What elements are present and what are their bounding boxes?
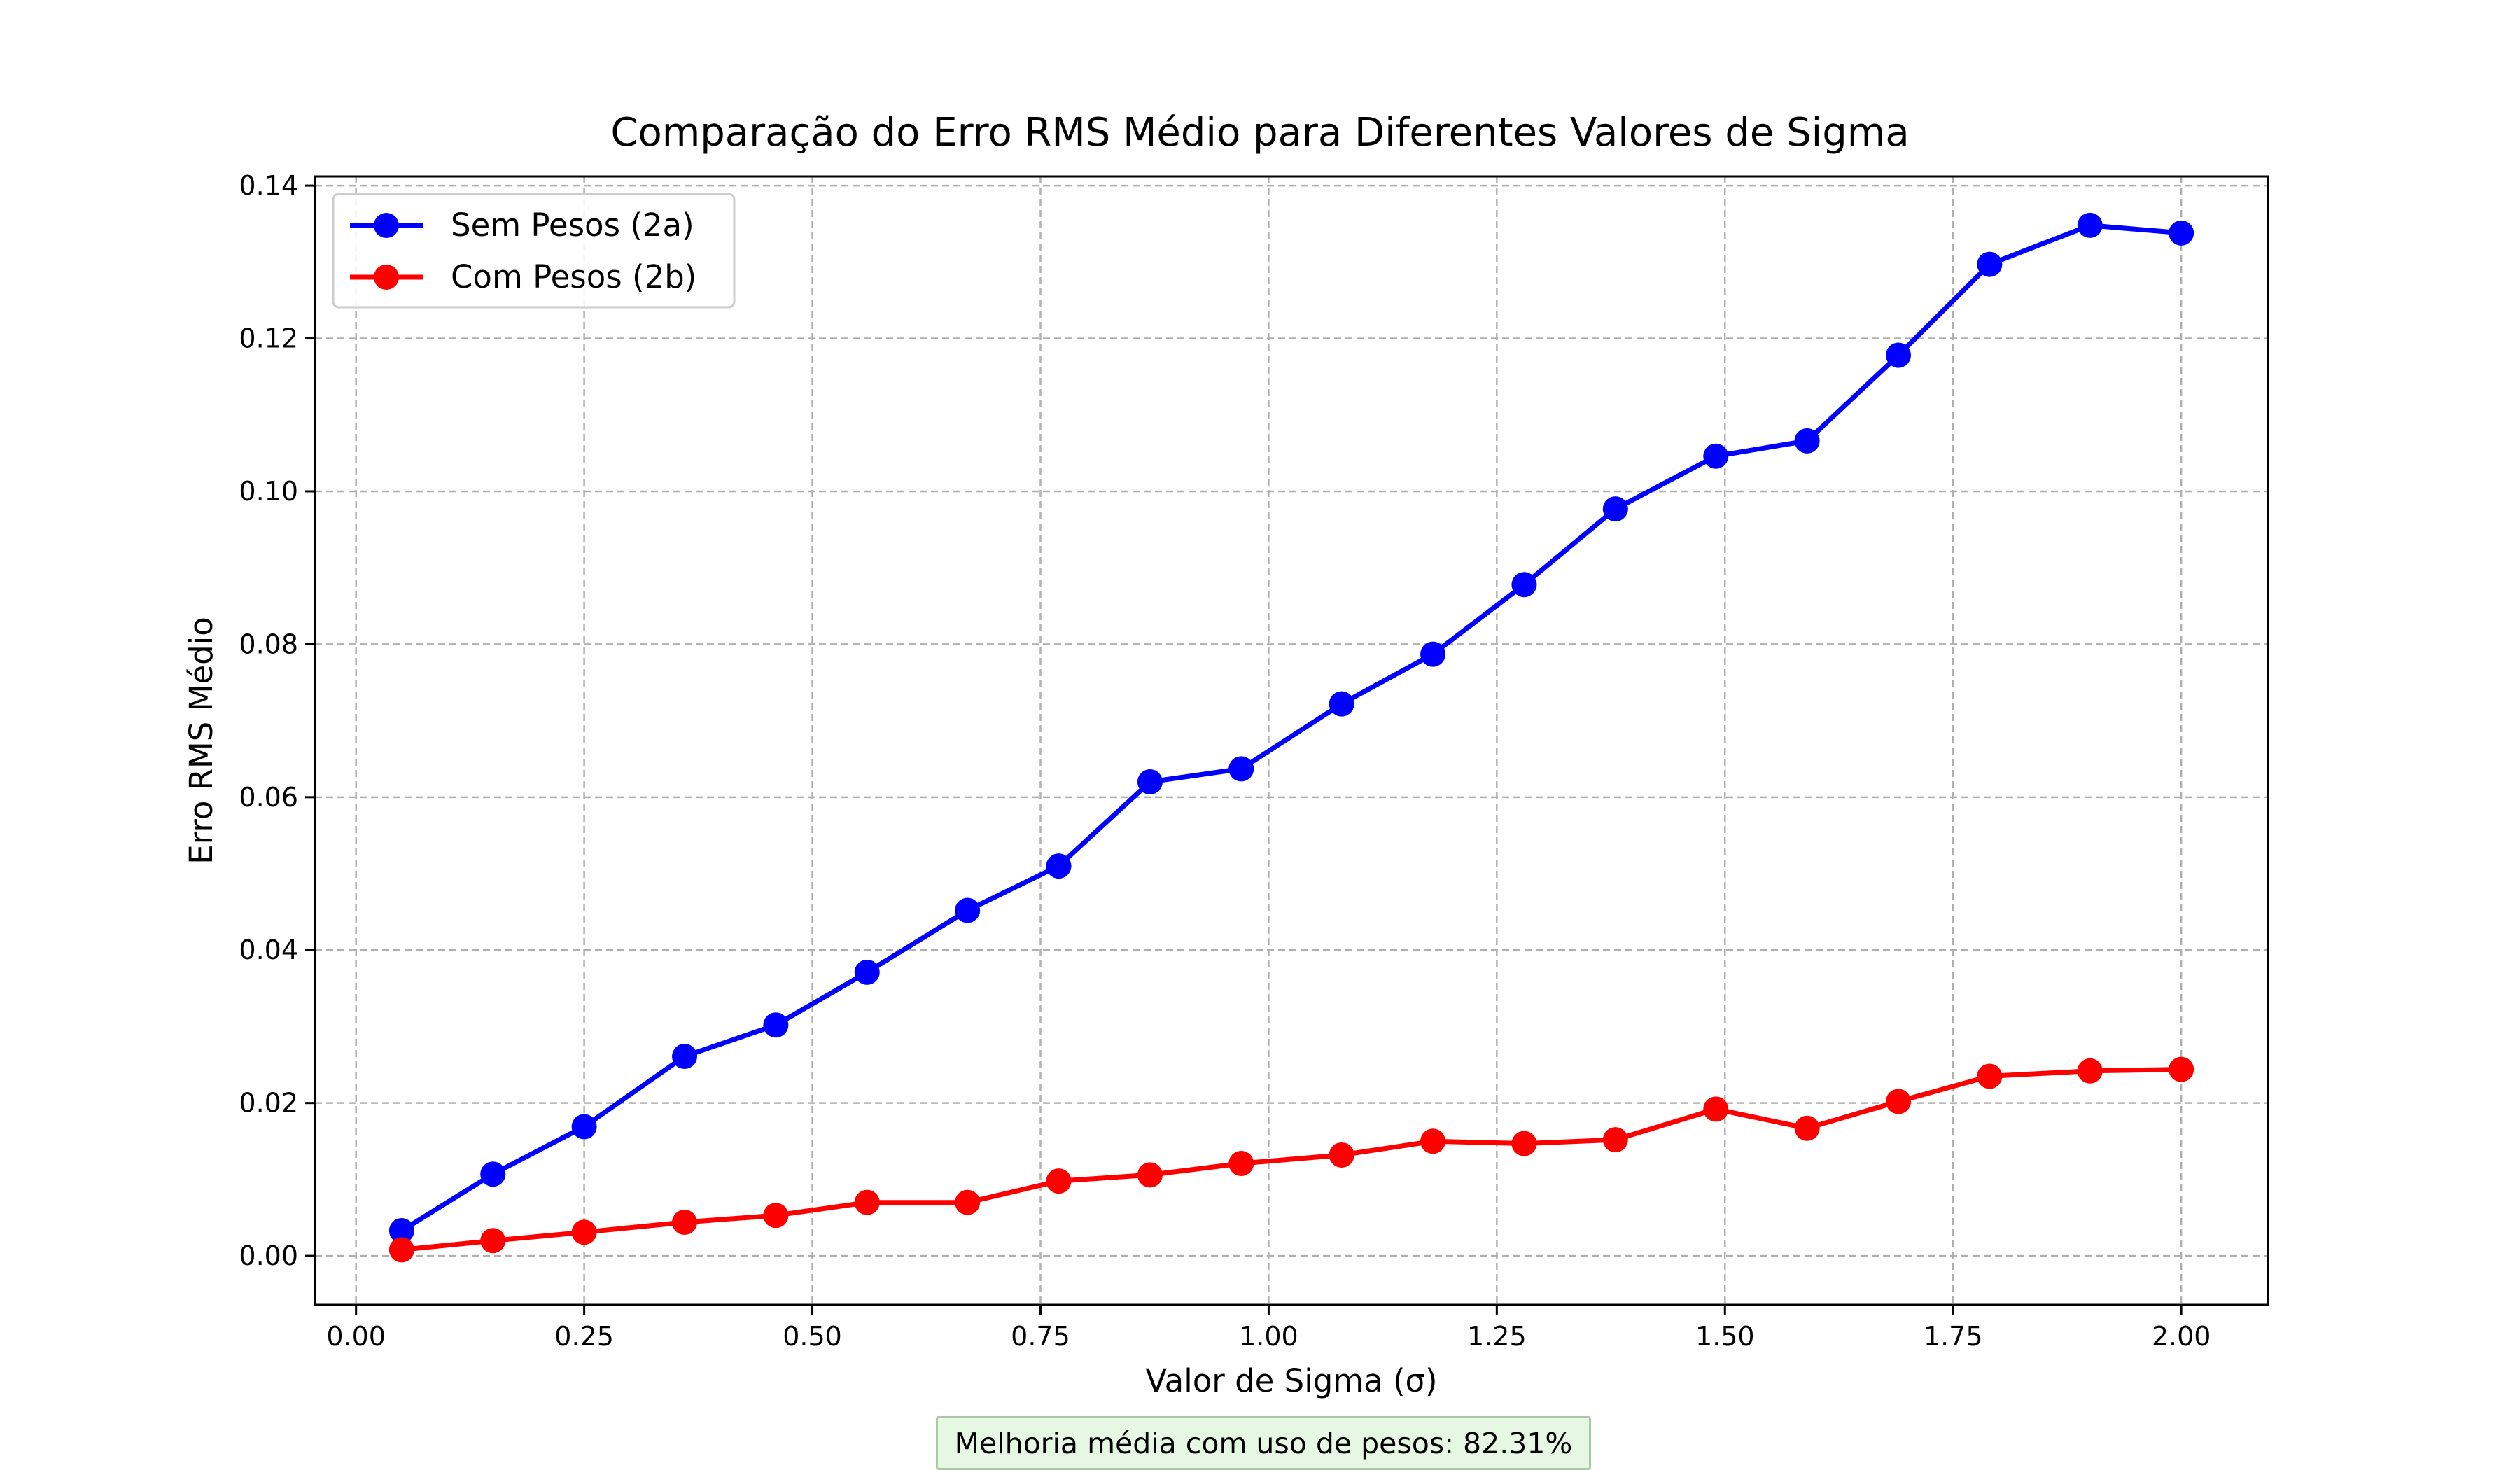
data-point (1885, 342, 1911, 368)
legend-label: Sem Pesos (2a) (451, 206, 694, 244)
data-point (1329, 691, 1354, 717)
x-tick-label: 2.00 (2152, 1321, 2211, 1352)
grid-lines (315, 176, 2268, 1305)
legend-marker (374, 265, 399, 290)
data-point (388, 1237, 414, 1263)
y-axis-label: Erro RMS Médio (183, 617, 220, 864)
data-point (571, 1219, 597, 1245)
data-point (2077, 212, 2103, 238)
series-line (400, 223, 2182, 1233)
data-point (1046, 853, 1072, 879)
data-point (1046, 1168, 1072, 1194)
data-series (388, 212, 2194, 1263)
data-point (854, 1189, 880, 1215)
chart-title: Comparação do Erro RMS Médio para Difere… (610, 110, 1909, 155)
data-point (2169, 1056, 2194, 1082)
data-point (1794, 428, 1820, 454)
y-tick-label: 0.10 (239, 476, 298, 507)
data-point (2169, 220, 2194, 246)
data-point (1602, 496, 1628, 522)
data-point (672, 1210, 698, 1236)
data-point (1977, 1063, 2003, 1089)
data-point (388, 1218, 414, 1244)
x-tick-label: 1.00 (1239, 1321, 1298, 1352)
x-tick-label: 0.00 (326, 1321, 386, 1352)
legend-marker (374, 213, 399, 238)
y-tick-label: 0.04 (239, 934, 298, 965)
data-point (571, 1114, 597, 1140)
data-point (1977, 251, 2003, 277)
data-point (1228, 756, 1254, 782)
data-point (1228, 1150, 1254, 1176)
y-tick-label: 0.06 (239, 782, 298, 813)
legend-frame (332, 192, 736, 309)
legend-item: Com Pesos (2b) (350, 258, 696, 295)
y-tick-label: 0.00 (239, 1240, 298, 1271)
data-point (1885, 1088, 1911, 1114)
data-point (1511, 1130, 1537, 1156)
data-point (955, 1189, 981, 1215)
data-point (854, 959, 880, 985)
legend-item: Sem Pesos (2a) (350, 206, 694, 244)
data-point (480, 1228, 506, 1254)
data-point (763, 1203, 789, 1228)
legend-label: Com Pesos (2b) (451, 258, 696, 295)
x-axis-label: Valor de Sigma (σ) (1145, 1362, 1437, 1399)
plot-area-frame (314, 175, 2269, 1306)
data-point (1602, 1127, 1628, 1153)
y-tick-label: 0.02 (239, 1088, 298, 1119)
data-point (1794, 1115, 1820, 1141)
data-point (480, 1161, 506, 1187)
x-tick-label: 0.25 (554, 1321, 614, 1352)
improvement-note: Melhoria média com uso de pesos: 82.31% (936, 1416, 1591, 1470)
series-2 (388, 1056, 2194, 1263)
data-point (1703, 443, 1729, 469)
data-point (763, 1012, 789, 1038)
y-tick-label: 0.12 (239, 323, 298, 354)
x-tick-label: 0.50 (783, 1321, 842, 1352)
data-point (2077, 1058, 2103, 1084)
x-tick-label: 1.50 (1695, 1321, 1755, 1352)
x-tick-label: 1.75 (1924, 1321, 1983, 1352)
data-point (955, 897, 981, 923)
data-point (1137, 769, 1163, 794)
data-point (1137, 1162, 1163, 1188)
x-tick-label: 1.25 (1467, 1321, 1527, 1352)
y-tick-label: 0.08 (239, 629, 298, 659)
legend: Sem Pesos (2a) Com Pesos (2b) (332, 192, 736, 309)
series-line (401, 1067, 2182, 1252)
y-tick-label: 0.14 (239, 170, 298, 201)
data-point (1329, 1142, 1354, 1168)
data-point (1420, 1128, 1446, 1154)
x-tick-label: 0.75 (1011, 1321, 1070, 1352)
data-point (1703, 1096, 1729, 1122)
data-point (1511, 572, 1537, 598)
series-1 (388, 212, 2194, 1244)
data-point (672, 1044, 698, 1070)
data-point (1420, 641, 1446, 667)
axis-ticks: 0.00 0.25 0.50 0.75 1.00 1.25 1.50 1.75 2.00 0.00… (239, 170, 2211, 1352)
